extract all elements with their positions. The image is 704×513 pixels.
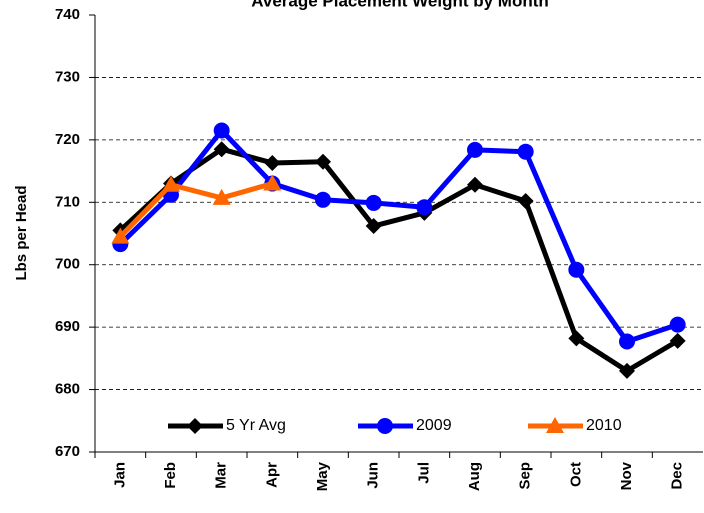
marker xyxy=(467,176,483,193)
x-tick-label: Apr xyxy=(263,462,280,488)
x-tick-label: Aug xyxy=(466,462,483,491)
marker xyxy=(212,188,231,205)
marker xyxy=(315,153,331,170)
marker xyxy=(416,199,433,216)
x-tick-label: Jul xyxy=(415,462,432,484)
x-tick-label: Sep xyxy=(517,462,534,490)
marker xyxy=(517,143,534,160)
marker xyxy=(213,141,230,158)
y-tick-label: 670 xyxy=(55,443,80,460)
y-tick-label: 710 xyxy=(55,193,80,210)
series-line xyxy=(118,127,679,345)
y-axis-label: Lbs per Head xyxy=(13,185,30,280)
legend-label: 2009 xyxy=(416,417,452,434)
x-tick-label: Dec xyxy=(669,462,686,490)
marker xyxy=(187,418,203,434)
x-tick-label: Jun xyxy=(365,462,382,489)
chart-title: Average Placement Weight by Month xyxy=(251,0,549,10)
y-tick-label: 730 xyxy=(55,68,80,85)
y-tick-label: 690 xyxy=(55,318,80,335)
marker xyxy=(213,122,230,139)
y-tick-label: 720 xyxy=(55,131,80,148)
x-tick-label: Mar xyxy=(213,462,230,489)
y-tick-label: 700 xyxy=(55,256,80,273)
marker xyxy=(619,362,635,379)
marker xyxy=(264,154,281,171)
series-line xyxy=(118,146,679,374)
legend-label: 5 Yr Avg xyxy=(226,417,286,434)
x-tick-label: Jan xyxy=(111,462,128,488)
marker xyxy=(517,193,534,210)
marker xyxy=(162,175,180,192)
marker xyxy=(669,332,686,349)
marker xyxy=(377,418,393,434)
marker xyxy=(669,316,686,333)
marker xyxy=(568,330,585,347)
marker xyxy=(546,417,564,433)
marker xyxy=(315,191,331,208)
x-tick-label: Oct xyxy=(567,462,584,487)
marker xyxy=(111,227,130,244)
marker xyxy=(263,174,282,191)
y-tick-label: 740 xyxy=(55,6,80,23)
marker xyxy=(467,141,483,158)
x-tick-label: Feb xyxy=(162,462,179,489)
x-tick-label: Nov xyxy=(618,461,635,490)
legend-label: 2010 xyxy=(586,417,622,434)
marker xyxy=(365,218,382,235)
series-line xyxy=(118,181,274,239)
marker xyxy=(365,194,382,211)
marker xyxy=(619,333,635,350)
y-tick-label: 680 xyxy=(55,381,80,398)
marker xyxy=(568,261,585,278)
x-tick-label: May xyxy=(314,461,331,491)
